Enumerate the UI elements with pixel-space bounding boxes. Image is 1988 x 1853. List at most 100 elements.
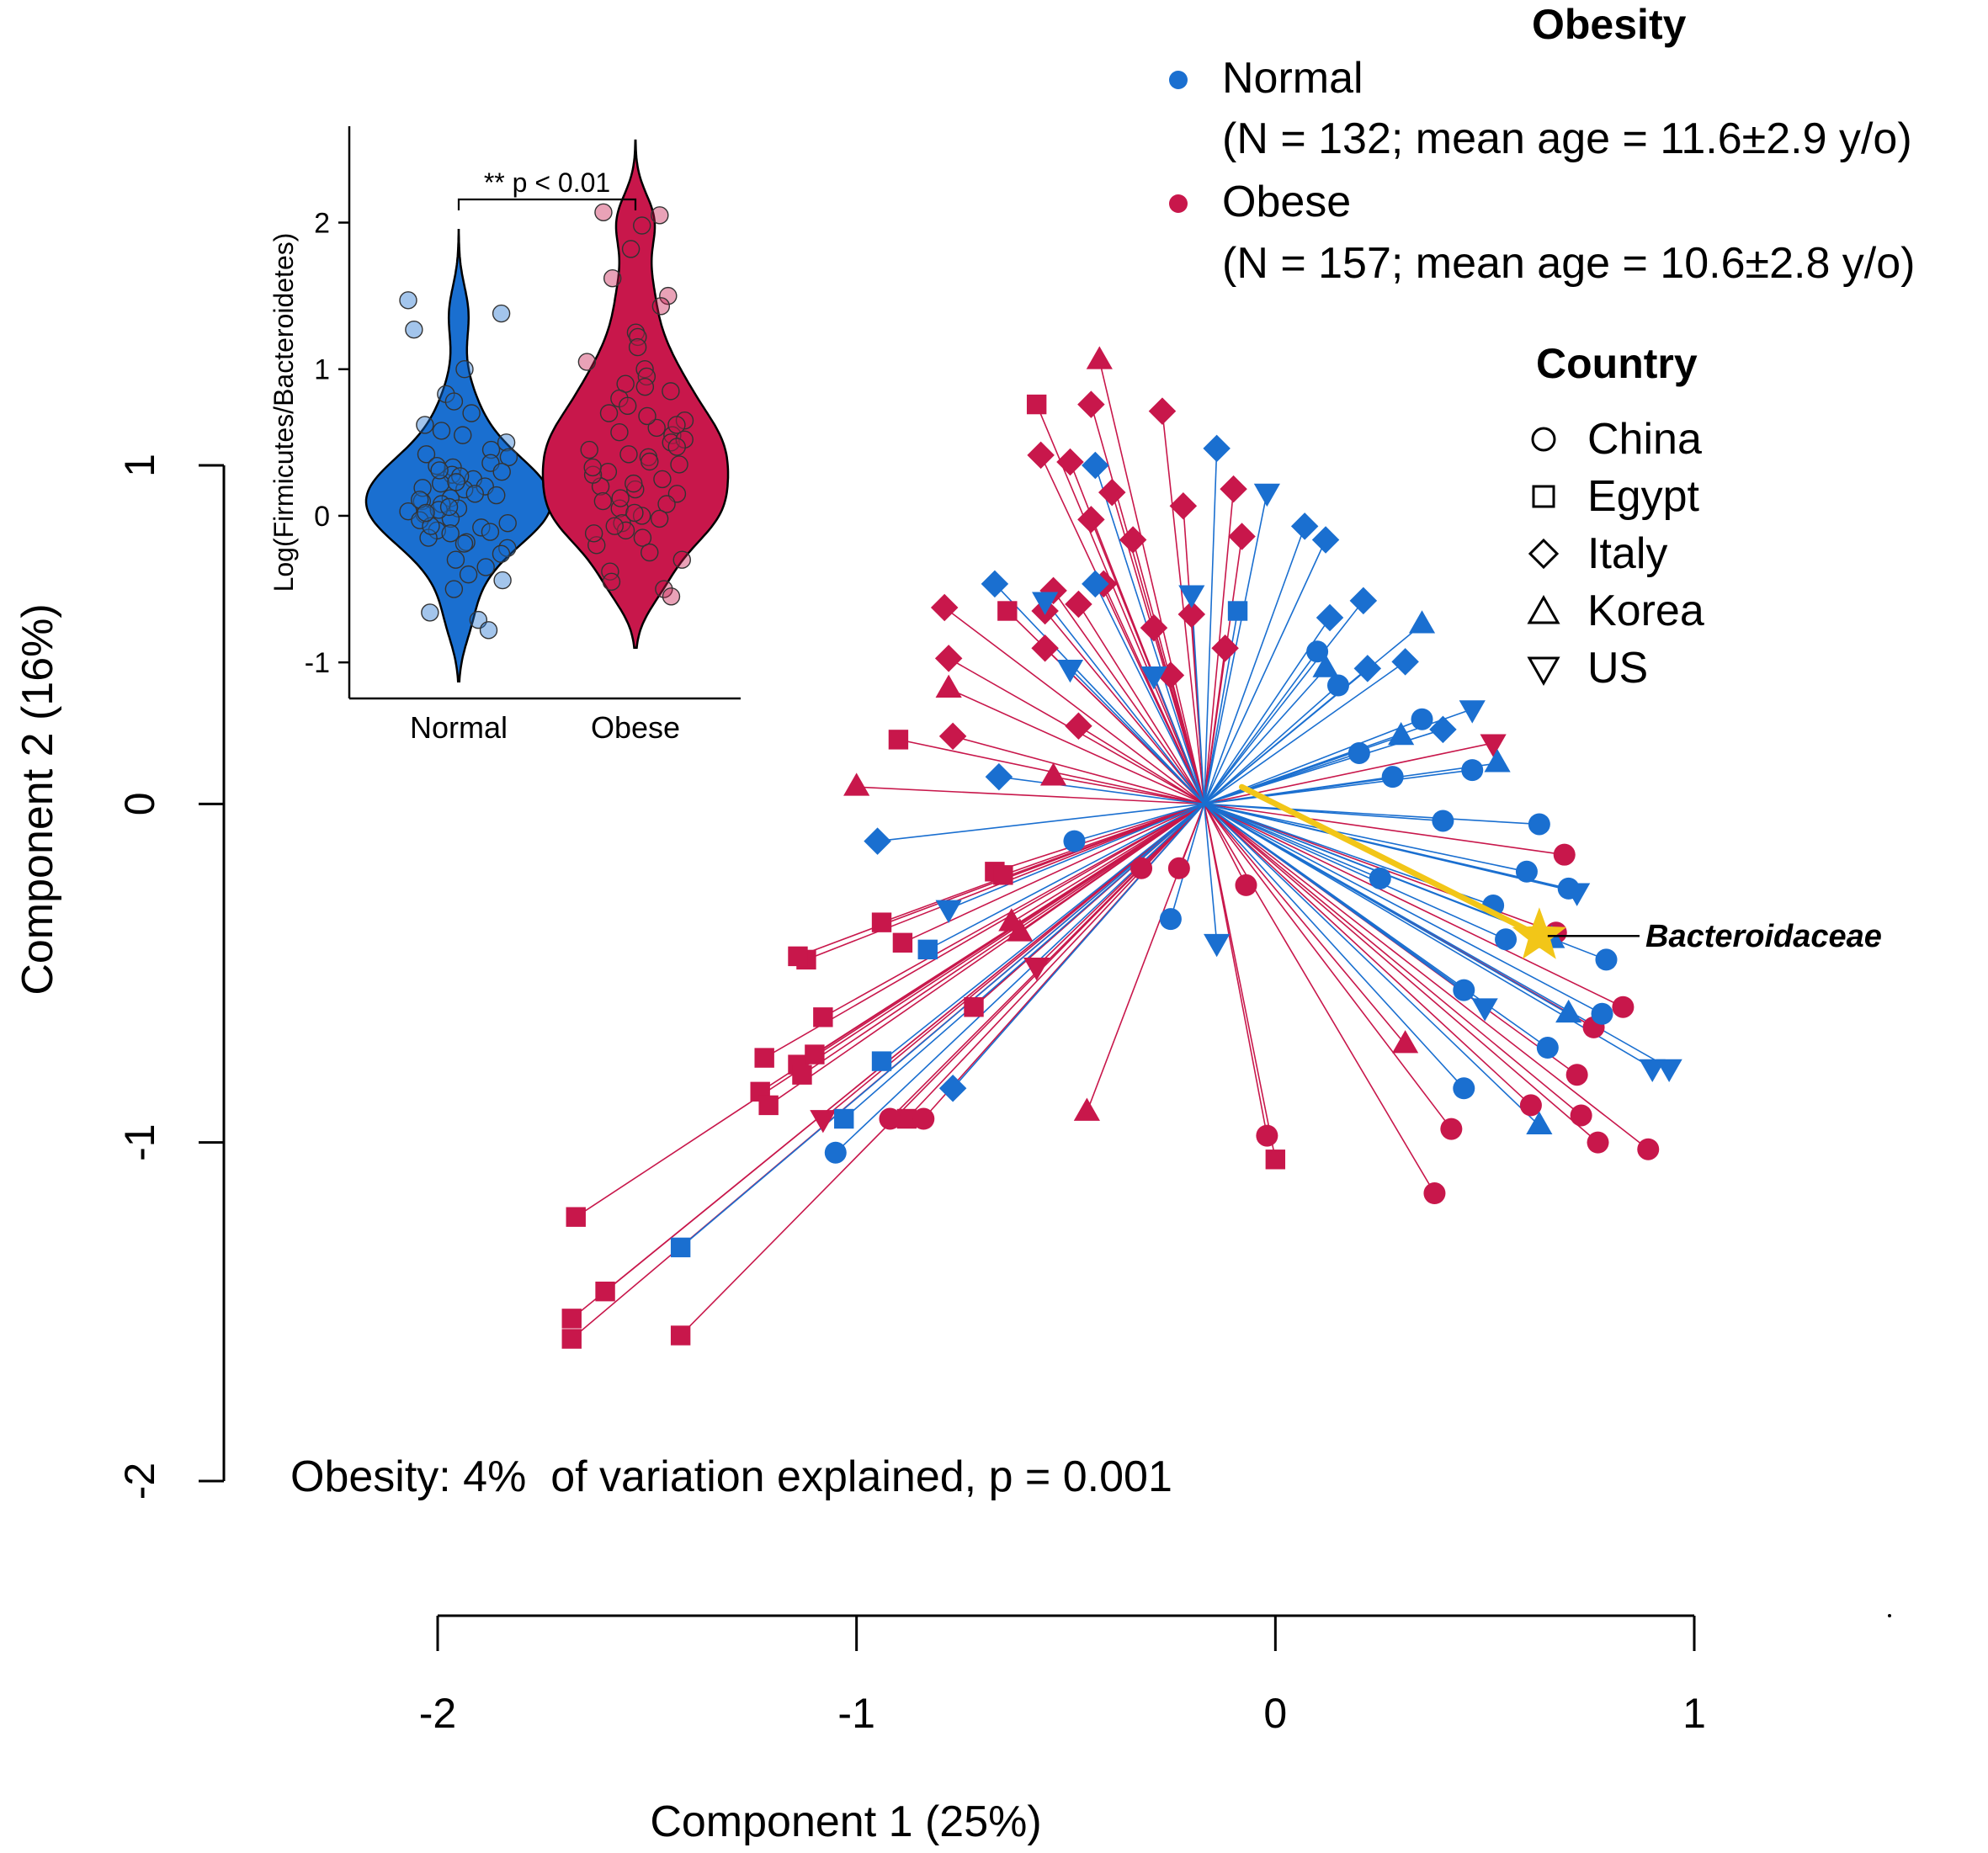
violin-obese-point — [641, 452, 659, 471]
normal-circle-point — [824, 1141, 847, 1164]
obese-spider-line — [1204, 803, 1436, 1194]
legend-italy-label: Italy — [1587, 529, 1668, 578]
obese-square-point — [964, 997, 984, 1017]
normal-circle-point — [1347, 741, 1370, 764]
obese-circle-point — [879, 1107, 901, 1130]
inset-x-tick-label: Obese — [591, 710, 680, 745]
normal-circle-point — [1432, 810, 1454, 832]
normal-circle-point — [1063, 830, 1086, 852]
violin-obese-point — [625, 503, 644, 523]
obese-spider-line — [604, 803, 1205, 1293]
obese-spider-line — [1203, 804, 1268, 1136]
violin-normal-point — [462, 404, 481, 422]
obese-square-point — [595, 1281, 615, 1302]
violin-normal-point — [439, 497, 459, 517]
legend-obese-dot — [1169, 194, 1188, 213]
violin-obese-point — [583, 458, 602, 477]
violin-obese-point — [667, 438, 686, 456]
violin-normal-point — [454, 426, 472, 444]
violin-obese-point — [638, 406, 656, 426]
normal-spider-line — [1204, 803, 1603, 1015]
obese-square-point — [1265, 1149, 1286, 1170]
violin-obese-point — [662, 382, 680, 401]
violin-normal-point — [449, 499, 468, 518]
violin-obese-point — [610, 499, 629, 518]
normal-diamond-point — [1353, 655, 1382, 682]
normal-triangle-down-point — [935, 900, 962, 923]
obese-triangle-point — [843, 773, 870, 796]
violin-obese-point — [662, 587, 681, 606]
obese-spider-line — [856, 786, 1204, 805]
normal-circle-point — [1326, 674, 1349, 697]
y-tick-label: 0 — [116, 792, 163, 815]
obese-spider-line — [1204, 803, 1582, 1117]
violin-obese-point — [672, 550, 691, 569]
violin-obese-point — [610, 422, 629, 442]
obese-triangle-point — [1073, 1097, 1100, 1121]
normal-spider-line — [1044, 600, 1205, 804]
normal-triangle-down-point — [1656, 1059, 1682, 1083]
normal-triangle-down-point — [1032, 592, 1059, 615]
obese-circle-point — [1423, 1182, 1446, 1205]
normal-spider-line — [1204, 661, 1406, 804]
obese-spider-line — [801, 803, 1205, 1075]
obese-spider-line — [575, 803, 1205, 1218]
obese-diamond-point — [1140, 613, 1168, 642]
normal-circle-point — [1411, 708, 1433, 730]
violin-normal-point — [399, 291, 417, 310]
legend-obesity-title: Obesity — [1532, 1, 1687, 48]
violin-obese-point — [633, 216, 651, 235]
violin-obese-point — [621, 240, 641, 258]
normal-circle-point — [1536, 1037, 1559, 1059]
obese-spider-line — [1044, 610, 1205, 804]
normal-circle-point — [1306, 640, 1329, 663]
normal-diamond-point — [1082, 570, 1109, 598]
normal-triangle-point — [1388, 721, 1415, 746]
y-tick-label: 1 — [116, 454, 163, 477]
inset-y-tick-label: 2 — [314, 208, 330, 240]
normal-spider-line — [1204, 803, 1577, 893]
y-tick-label: -1 — [116, 1123, 163, 1160]
obese-spider-line — [1204, 803, 1532, 1106]
obese-square-point — [758, 1095, 779, 1116]
obese-spider-line — [680, 803, 1205, 1336]
stray-dot — [1888, 1614, 1891, 1617]
violin-obese-point — [602, 572, 621, 592]
normal-square-point — [917, 939, 938, 960]
obese-square-point — [993, 865, 1013, 885]
violin-normal-point — [417, 445, 436, 464]
violin-obese-point — [577, 353, 597, 371]
violin-obese-point — [650, 509, 669, 528]
variation-annotation: Obesity: 4% of variation explained, p = … — [290, 1452, 1172, 1501]
obese-square-point — [892, 932, 913, 953]
violin-obese-point — [583, 465, 603, 484]
normal-circle-point — [1369, 867, 1391, 889]
significance-bracket — [457, 198, 637, 210]
violin-obese-point — [580, 440, 598, 459]
obese-spider-line — [1204, 803, 1624, 1008]
violin-normal-point — [413, 479, 432, 497]
obese-spider-line — [1170, 675, 1205, 804]
violin-normal-point — [416, 416, 434, 434]
legend-china-label: China — [1587, 415, 1702, 464]
legend-egypt-square-icon — [1532, 485, 1555, 508]
obese-diamond-point — [1177, 600, 1206, 629]
obese-diamond-point — [1056, 448, 1084, 476]
obese-spider-line — [1203, 648, 1226, 804]
violin-obese-point — [605, 517, 624, 535]
obese-circle-point — [1235, 873, 1257, 896]
obese-square-point — [561, 1329, 582, 1349]
normal-spider-line — [1204, 624, 1423, 804]
obese-diamond-point — [1098, 478, 1126, 507]
violin-normal-point — [444, 580, 464, 598]
x-tick-label: 0 — [1263, 1690, 1287, 1737]
x-tick-label: -2 — [419, 1690, 456, 1737]
violin-obese-point — [593, 491, 613, 511]
bacteroidaceae-vector — [1239, 783, 1640, 959]
obese-triangle-down-point — [810, 1110, 837, 1134]
violin-obese-point — [584, 524, 603, 543]
normal-spider-line — [877, 803, 1204, 842]
inset-x-tick-label: Normal — [410, 710, 508, 745]
legend-china-circle-icon — [1531, 427, 1556, 452]
normal-triangle-down-point — [1140, 666, 1167, 690]
